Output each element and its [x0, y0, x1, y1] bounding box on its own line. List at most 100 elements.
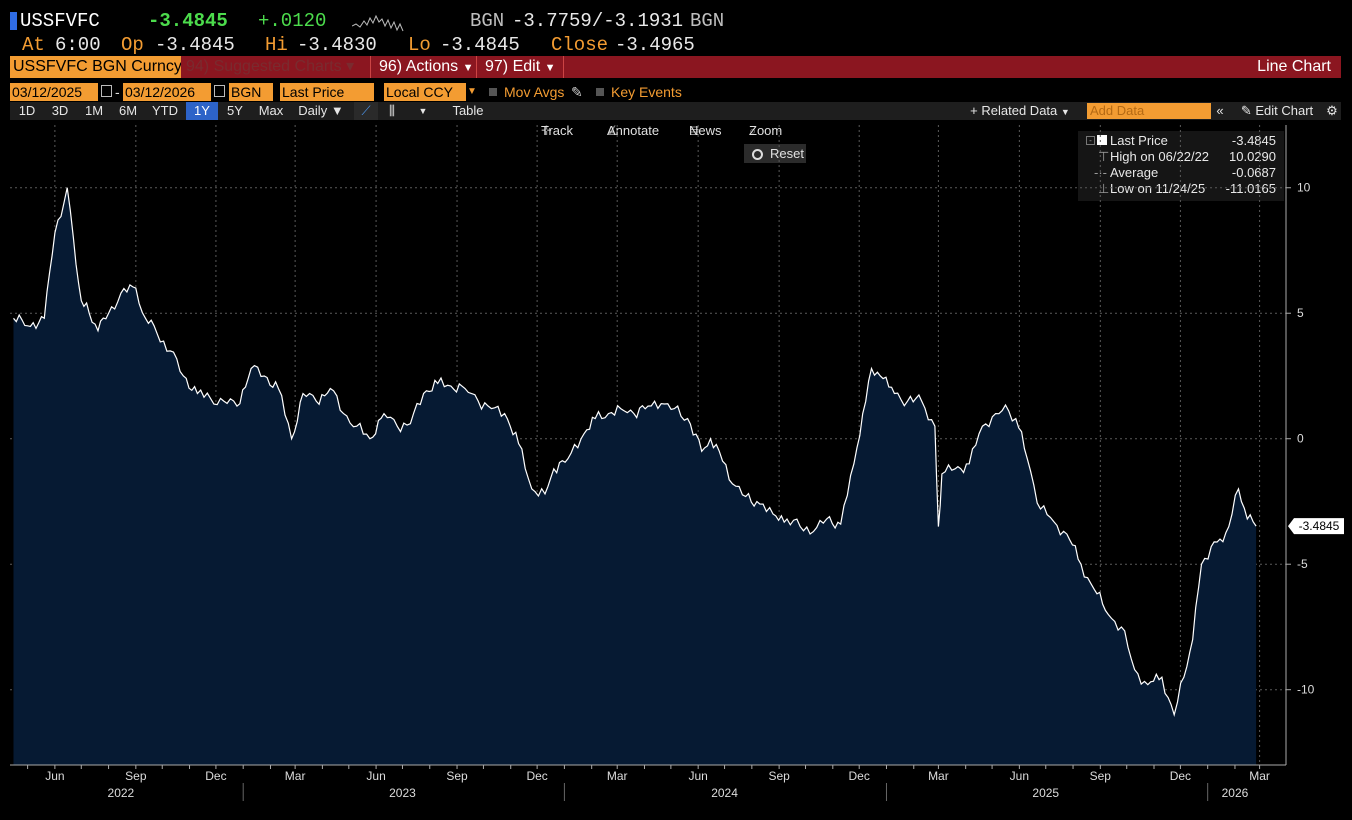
reset-label: Reset [770, 146, 804, 161]
bid-value: -3.7759 [512, 10, 592, 32]
legend-label: Low on 11/24/25 [1110, 181, 1206, 196]
period-max[interactable]: Max [258, 103, 284, 118]
legend-last-price[interactable]: - Last Price -3.4845 [1078, 133, 1284, 149]
annotate-label: Annotate [607, 123, 660, 138]
legend-value: -11.0165 [1225, 181, 1276, 196]
ask-value: -3.1931 [603, 10, 684, 32]
x-tick-label: Jun [366, 769, 385, 783]
last-price: -3.4845 [148, 10, 228, 32]
price-chart[interactable]: 10 5 0 -5 -10 Jun Sep Dec Mar Jun Sep Dec Mar Jun Sep… [0, 120, 1352, 820]
command-bar: USSFVFC BGN Curncy 94) Suggested Charts … [10, 56, 1341, 78]
related-data-label: Related Data [981, 103, 1058, 118]
table-button[interactable]: Table [452, 103, 484, 118]
actions-menu[interactable]: 96) Actions ▼ [370, 56, 485, 78]
price-area [13, 187, 1257, 765]
period-1y[interactable]: 1Y [186, 102, 218, 120]
legend-average[interactable]: -·- Average -0.0687 [1078, 165, 1284, 181]
high-marker-icon: ⊤ [1098, 149, 1110, 164]
x-tick-label: Sep [1090, 769, 1112, 783]
legend-value: 10.0290 [1229, 149, 1276, 164]
options-row: 03/12/2025 - 03/12/2026 BGN Last Price L… [10, 82, 1341, 102]
end-date-field[interactable]: 03/12/2026 [123, 83, 211, 101]
frequency-label: Daily [298, 103, 328, 118]
legend-label: High on 06/22/22 [1110, 149, 1210, 164]
high-label: Hi [265, 34, 288, 56]
calendar-icon[interactable] [101, 85, 112, 97]
price-line [13, 187, 1257, 718]
suggested-charts-label: 94) Suggested Charts [186, 58, 342, 75]
pencil-icon: ✎ [1240, 103, 1252, 118]
x-tick-label: Mar [1249, 769, 1270, 783]
legend-high[interactable]: ⊤ High on 06/22/22 10.0290 [1078, 149, 1284, 165]
period-3d[interactable]: 3D [51, 103, 69, 118]
x-axis: Jun Sep Dec Mar Jun Sep Dec Mar Jun Sep Dec Mar Jun S… [10, 764, 1286, 801]
legend-label: Last Price [1110, 133, 1168, 148]
chevron-down-icon[interactable]: ▼ [418, 106, 428, 116]
year-label: 2022 [108, 786, 135, 800]
x-tick-label: Dec [205, 769, 226, 783]
chevron-down-icon: ▾ [346, 58, 355, 75]
x-tick-label: Mar [928, 769, 949, 783]
last-tag-label: -3.4845 [1299, 519, 1340, 533]
legend-low[interactable]: ⊥ Low on 11/24/25 -11.0165 [1078, 181, 1284, 197]
swatch-icon [1097, 135, 1107, 145]
at-label: At [22, 34, 45, 56]
period-row: 1D 3D 1M 6M YTD 1Y 5Y Max Daily ▼ ⟋ ⫼ ▼ … [10, 102, 1341, 120]
sparkline-icon [352, 14, 404, 32]
edit-menu[interactable]: 97) Edit ▼ [476, 56, 564, 78]
legend-label: Average [1110, 165, 1159, 180]
currency-selector[interactable]: Local CCY [384, 83, 466, 101]
edit-chart-button[interactable]: ✎ Edit Chart [1232, 102, 1322, 120]
chevron-down-icon[interactable]: ▼ [467, 86, 477, 97]
start-date-field[interactable]: 03/12/2025 [10, 83, 98, 101]
security-field[interactable]: USSFVFC BGN Curncy [10, 56, 181, 78]
close-label: Close [551, 34, 609, 56]
add-data-input[interactable]: Add Data [1087, 103, 1211, 119]
track-label: Track [541, 123, 574, 138]
chevron-down-icon: ▼ [544, 62, 556, 74]
x-tick-label: Dec [849, 769, 870, 783]
magnifier-icon: ⌕ [749, 123, 757, 138]
line-chart-icon[interactable]: ⟋ [354, 102, 378, 120]
legend-value: -3.4845 [1231, 133, 1276, 148]
pencil-icon[interactable]: ✎ [571, 84, 583, 100]
period-1d[interactable]: 1D [18, 103, 36, 118]
year-label: 2024 [711, 786, 738, 800]
period-ytd[interactable]: YTD [152, 103, 178, 118]
calendar-icon[interactable] [214, 85, 225, 97]
candle-chart-icon[interactable]: ⫼ [389, 103, 395, 118]
period-1m[interactable]: 1M [84, 103, 104, 118]
suggested-charts-button[interactable]: 94) Suggested Charts ▾ [180, 56, 380, 78]
mov-avgs-label[interactable]: Mov Avgs [504, 84, 565, 100]
quote-source: BGN [470, 10, 505, 32]
chart-type-title: Line Chart [1257, 58, 1331, 75]
line-draw-icon: ∠ [607, 123, 619, 138]
key-events-checkbox[interactable] [596, 88, 604, 96]
source-field[interactable]: BGN [229, 83, 273, 101]
collapse-icon[interactable]: « [1216, 103, 1224, 118]
period-5y[interactable]: 5Y [227, 103, 243, 118]
y-axis: 10 5 0 -5 -10 [1285, 125, 1315, 765]
year-label: 2025 [1032, 786, 1059, 800]
field-selector[interactable]: Last Price [280, 83, 374, 101]
ticker-symbol[interactable]: USSFVFC [20, 10, 100, 32]
related-data-button[interactable]: + Related Data ▼ [962, 102, 1078, 120]
actions-number: 96) [379, 58, 403, 75]
news-label: News [689, 123, 722, 138]
date-separator: - [115, 84, 120, 100]
collapse-icon[interactable]: - [1086, 136, 1095, 145]
key-events-label[interactable]: Key Events [611, 84, 682, 100]
period-6m[interactable]: 6M [118, 103, 138, 118]
last-price-tag: -3.4845 [1288, 518, 1344, 535]
frequency-selector[interactable]: Daily ▼ [292, 102, 350, 120]
x-tick-label: Jun [1010, 769, 1029, 783]
y-tick-label: 5 [1297, 306, 1304, 320]
reset-button[interactable]: Reset [744, 144, 806, 163]
bid-ask: -3.7759/-3.1931 [512, 10, 684, 32]
open-value: -3.4845 [155, 34, 235, 56]
gear-icon[interactable]: ⚙ [1326, 103, 1338, 118]
y-tick-label: 0 [1297, 432, 1304, 446]
x-tick-label: Dec [1170, 769, 1191, 783]
mov-avgs-checkbox[interactable] [489, 88, 497, 96]
last-tag-box [1288, 518, 1344, 535]
